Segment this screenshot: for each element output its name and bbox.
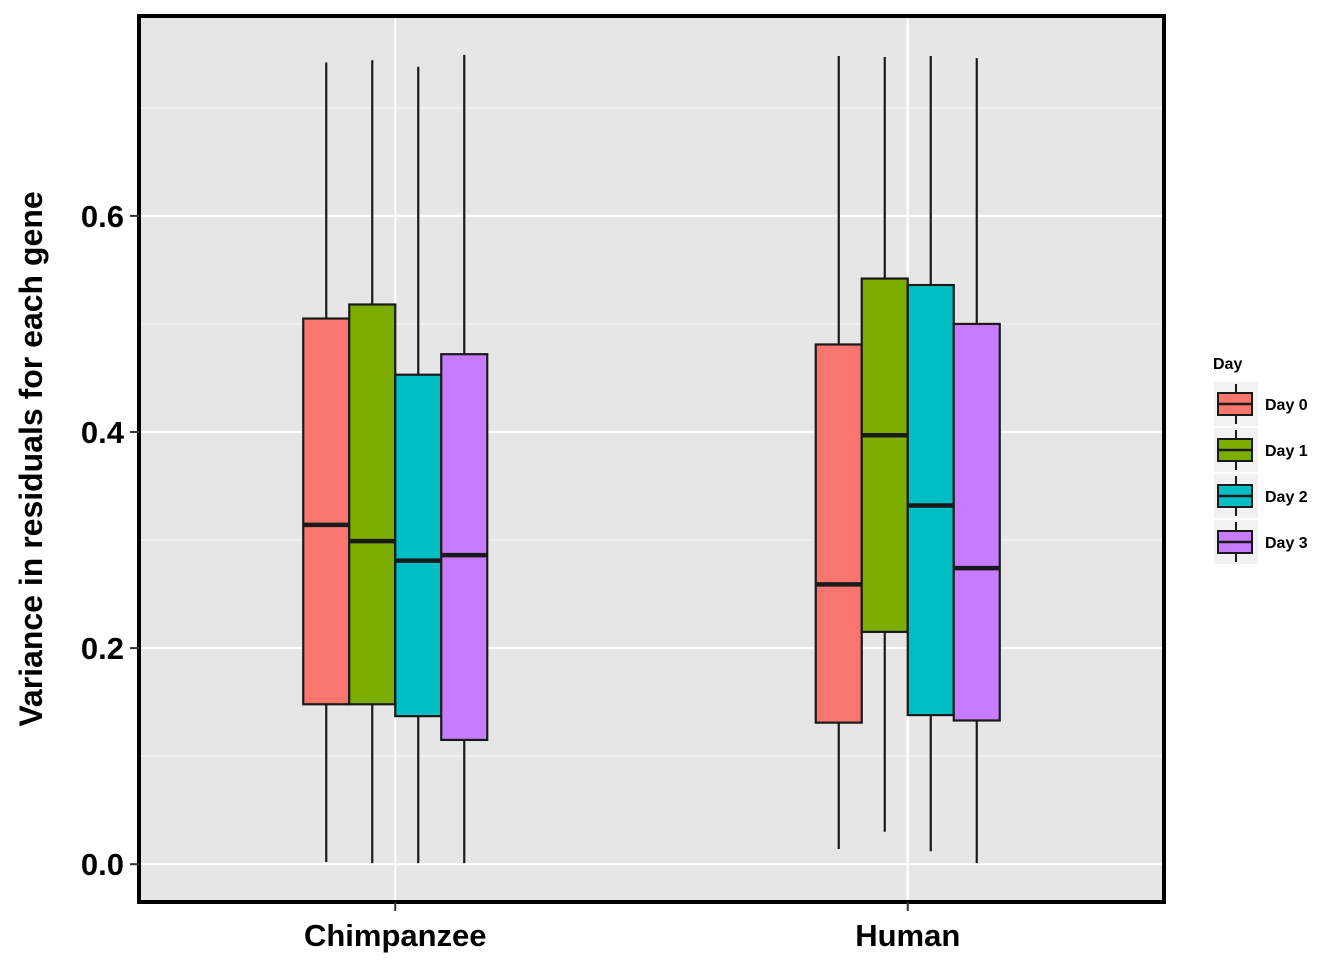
- y-axis: 0.0 0.2 0.4 0.6: [81, 199, 139, 882]
- box-body: [814, 343, 863, 724]
- box-body: [860, 277, 909, 633]
- legend-label: Day 3: [1265, 535, 1308, 552]
- box-body: [302, 317, 351, 706]
- x-axis: Chimpanzee Human: [304, 902, 960, 953]
- plot-panel: [139, 16, 1164, 902]
- y-tick-label: 0.0: [81, 847, 124, 882]
- box-body: [440, 353, 489, 742]
- x-tick-label: Human: [855, 918, 960, 953]
- y-tick-label: 0.4: [81, 415, 125, 450]
- y-axis-title: Variance in residuals for each gene: [13, 191, 49, 726]
- x-tick-label: Chimpanzee: [304, 918, 487, 953]
- box-group: [302, 54, 1001, 864]
- box-body: [394, 373, 443, 718]
- legend-label: Day 0: [1265, 397, 1308, 414]
- legend-label: Day 1: [1265, 443, 1308, 460]
- box-body: [952, 322, 1001, 722]
- box-body: [348, 303, 397, 706]
- legend-label: Day 2: [1265, 489, 1308, 506]
- y-tick-label: 0.2: [81, 631, 124, 666]
- legend: Day Day 0 Day 1 Day 2 Day 3: [1213, 356, 1308, 564]
- box-body: [906, 283, 955, 717]
- y-tick-label: 0.6: [81, 199, 124, 234]
- legend-title: Day: [1213, 356, 1242, 373]
- panel-border: [137, 14, 1166, 904]
